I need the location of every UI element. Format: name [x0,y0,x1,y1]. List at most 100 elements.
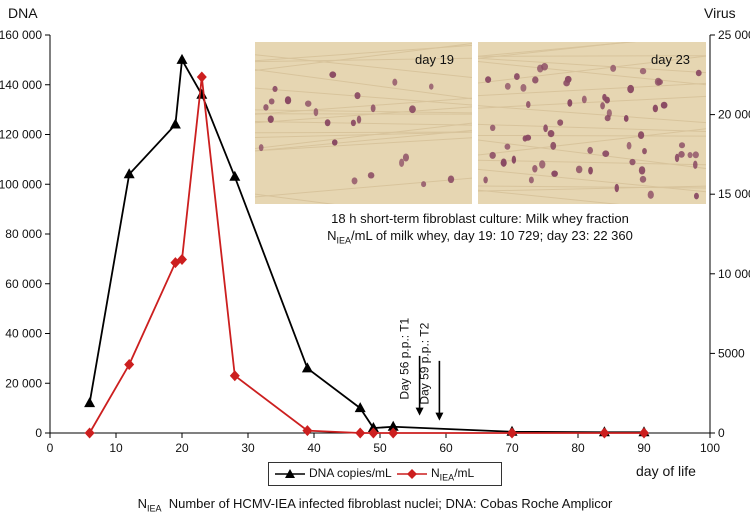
data-point [123,168,135,179]
stained-nucleus [587,146,594,154]
stained-nucleus [581,95,587,104]
stained-nucleus [351,177,358,185]
stained-nucleus [602,150,610,157]
y-left-tick-label: 160 000 [0,28,42,42]
stained-nucleus [524,134,532,141]
inset-photo-day19: day 19 [255,42,472,204]
stained-nucleus [528,176,534,184]
fiber [478,82,706,97]
stained-nucleus [500,158,507,167]
data-point [388,427,399,439]
y-right-tick-label: 5000 [718,346,745,360]
stained-nucleus [588,166,593,175]
stained-nucleus [567,99,573,107]
x-tick-label: 40 [307,441,321,455]
inset-photo-day23: day 23 [478,42,706,204]
stained-nucleus [263,104,269,111]
stained-nucleus [678,142,686,149]
y-left-tick-label: 20 000 [5,376,42,390]
data-point [355,427,366,439]
fiber [478,139,706,170]
stained-nucleus [354,92,361,100]
x-tick-label: 70 [505,441,519,455]
data-point [84,397,96,408]
stained-nucleus [483,176,488,184]
x-tick-label: 60 [439,441,453,455]
data-point [196,71,207,83]
stained-nucleus [575,165,583,174]
photo-background [478,42,706,204]
stained-nucleus [550,141,557,150]
stained-nucleus [678,150,685,158]
stained-nucleus [356,115,362,124]
fiber [255,193,335,204]
inset-caption: 18 h short-term fibroblast culture: Milk… [255,210,705,250]
stained-nucleus [543,124,548,133]
stained-nucleus [692,160,698,169]
stained-nucleus [421,181,427,188]
stained-nucleus [637,131,645,140]
stained-nucleus [367,172,375,179]
stained-nucleus [687,151,693,159]
y-right-tick-label: 25 000 [718,28,750,42]
caption-line-2: NIEA/mL of milk whey, day 19: 10 729; da… [327,228,633,246]
fiber [255,137,472,152]
stained-nucleus [547,130,555,138]
stained-nucleus [647,190,654,199]
y-right-tick-label: 20 000 [718,108,750,122]
data-point [229,170,241,181]
y-right-tick-label: 0 [718,426,725,440]
x-tick-label: 50 [373,441,387,455]
fiber [478,57,706,74]
stained-nucleus [693,192,699,200]
series-niea [84,71,649,439]
legend-item-niea: NIEA/mL [431,466,475,483]
stained-nucleus [504,82,511,90]
legend-marker-diamond [407,469,417,479]
annotation-label: Day 56 p.p.: T1 [398,317,412,399]
stained-nucleus [532,165,538,173]
fiber [255,177,472,198]
stained-nucleus [695,69,702,77]
data-point [124,359,135,371]
stained-nucleus [626,141,632,150]
stained-nucleus [532,76,539,84]
stained-nucleus [402,153,410,162]
stained-nucleus [409,105,416,114]
y-left-tick-label: 0 [35,426,42,440]
stained-nucleus [604,114,611,122]
fiber [255,131,472,138]
fiber [255,131,472,134]
x-tick-label: 80 [571,441,585,455]
fiber [255,57,472,63]
stained-nucleus [504,143,511,150]
fiber [255,43,472,72]
legend-item-dna: DNA copies/mL [309,466,392,480]
y-left-tick-label: 120 000 [0,128,42,142]
data-point [302,425,313,437]
chart-annotations: Day 56 p.p.: T1 Day 59 p.p.: T2 [398,317,444,421]
data-point [301,362,313,373]
stained-nucleus [652,104,659,113]
y-left-tick-label: 60 000 [5,277,42,291]
stained-nucleus [551,170,558,177]
data-point [507,427,517,439]
data-point [196,88,208,99]
y-left-tick-label: 140 000 [0,78,42,92]
stained-nucleus [489,124,496,132]
y-left-tick-label: 100 000 [0,177,42,191]
x-tick-label: 90 [637,441,651,455]
stained-nucleus [526,101,531,108]
y-right-tick-label: 10 000 [718,267,750,281]
data-point [177,253,187,265]
x-tick-label: 100 [700,441,720,455]
data-point [368,427,379,439]
data-point [599,427,610,439]
fiber [478,42,634,59]
legend-swatches [275,469,427,479]
stained-nucleus [268,98,275,105]
stained-nucleus [520,83,527,92]
stained-nucleus [350,119,356,127]
stained-nucleus [564,75,572,83]
